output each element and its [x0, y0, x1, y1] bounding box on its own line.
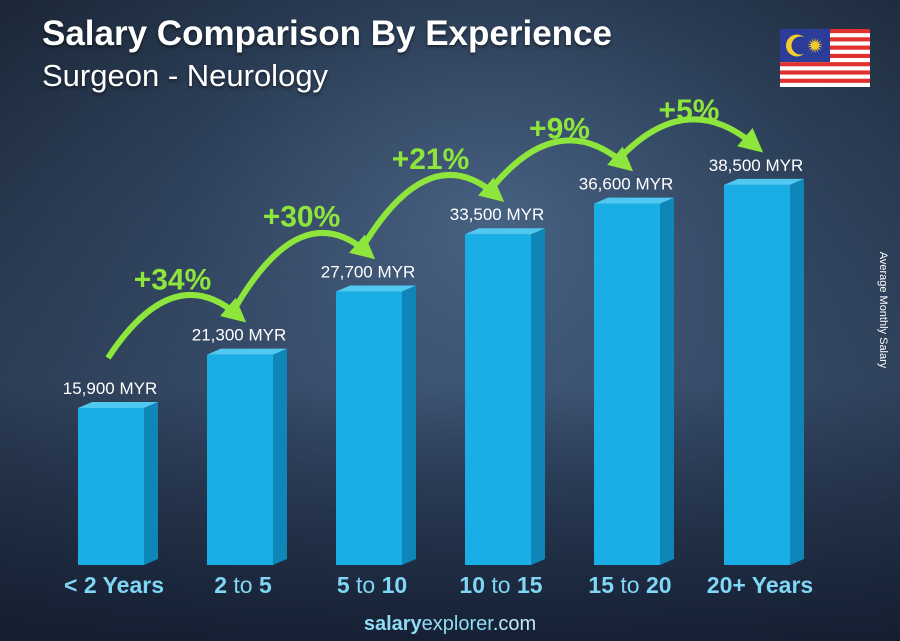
category-label: 20+ Years — [707, 572, 813, 598]
flag-stripe — [780, 74, 870, 80]
malaysia-flag-icon — [780, 29, 870, 87]
value-label: 21,300 MYR — [192, 326, 287, 345]
bar-front — [594, 203, 660, 565]
bar-side — [531, 228, 545, 565]
y-axis-label: Average Monthly Salary — [877, 251, 889, 369]
growth-label: +5% — [659, 94, 720, 127]
value-label: 27,700 MYR — [321, 262, 416, 281]
bar-side — [273, 348, 287, 565]
bar-top — [724, 178, 804, 185]
bar — [207, 348, 287, 565]
flag-stripe — [780, 66, 870, 71]
bar-front — [724, 184, 790, 565]
category-label: 15 to 20 — [588, 572, 671, 598]
bar-top — [336, 285, 416, 292]
category-label: 10 to 15 — [459, 572, 542, 598]
growth-label: +9% — [529, 113, 590, 146]
growth-arrow — [363, 171, 505, 244]
brand-rest: explorer — [421, 613, 493, 635]
site-brand[interactable]: salaryexplorer.com — [0, 613, 900, 636]
value-label: 38,500 MYR — [709, 156, 804, 175]
flag-stripe — [780, 70, 870, 75]
growth-arrow — [621, 116, 764, 156]
bar-side — [144, 401, 158, 565]
flag-stripe — [780, 82, 870, 87]
bar — [594, 197, 674, 565]
chart-title: Salary Comparison By Experience — [42, 14, 612, 53]
bar-top — [207, 348, 287, 355]
bar-top — [78, 401, 158, 408]
value-label: 36,600 MYR — [579, 175, 674, 194]
brand-tld: .com — [492, 613, 537, 635]
bar-side — [402, 285, 416, 565]
value-label: 15,900 MYR — [63, 379, 158, 398]
bar — [724, 178, 804, 565]
growth-arrow — [492, 137, 634, 187]
bar-side — [790, 178, 804, 565]
value-label: 33,500 MYR — [450, 205, 545, 224]
growth-label: +34% — [134, 264, 212, 297]
bar-front — [78, 407, 144, 565]
flag-stripe — [780, 62, 870, 67]
growth-arrow — [105, 291, 247, 360]
category-label: 2 to 5 — [214, 572, 272, 598]
bar — [78, 401, 158, 565]
category-label: < 2 Years — [64, 572, 164, 598]
growth-arrow — [234, 229, 376, 307]
growth-label: +21% — [392, 143, 470, 176]
bar — [336, 285, 416, 565]
category-label: 5 to 10 — [337, 572, 407, 598]
bar — [465, 228, 545, 565]
bar-side — [660, 197, 674, 565]
flag-stripe — [780, 78, 870, 84]
brand-bold: salary — [363, 613, 422, 635]
growth-label: +30% — [263, 200, 341, 233]
bar-front — [465, 234, 531, 565]
bar-front — [336, 291, 402, 565]
bar-front — [207, 354, 273, 565]
bar-top — [465, 228, 545, 235]
bar-top — [594, 197, 674, 204]
star-icon — [807, 37, 823, 54]
chart-subtitle: Surgeon - Neurology — [42, 58, 329, 93]
